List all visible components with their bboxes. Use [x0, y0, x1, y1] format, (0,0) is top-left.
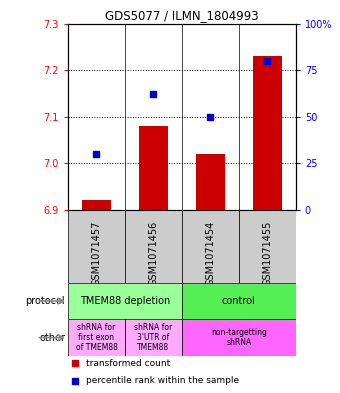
Text: GSM1071456: GSM1071456 [149, 220, 158, 286]
Text: shRNA for
3'UTR of
TMEM88: shRNA for 3'UTR of TMEM88 [134, 323, 172, 353]
Bar [253, 56, 282, 209]
Text: GSM1071454: GSM1071454 [205, 220, 215, 286]
Bar [239, 209, 296, 283]
Text: shRNA for
first exon
of TMEM88: shRNA for first exon of TMEM88 [75, 323, 117, 353]
Text: other: other [39, 332, 65, 343]
Bar [182, 283, 296, 319]
Bar [68, 319, 125, 356]
Bar [182, 319, 296, 356]
Bar [182, 209, 239, 283]
Text: percentile rank within the sample: percentile rank within the sample [86, 376, 239, 385]
Bar [139, 126, 168, 209]
Bar [68, 283, 182, 319]
Text: GSM1071455: GSM1071455 [262, 220, 272, 286]
Title: GDS5077 / ILMN_1804993: GDS5077 / ILMN_1804993 [105, 9, 259, 22]
Text: protocol: protocol [26, 296, 65, 306]
Bar [125, 209, 182, 283]
Text: TMEM88 depletion: TMEM88 depletion [80, 296, 170, 306]
Bar [125, 319, 182, 356]
Bar [68, 209, 125, 283]
Text: non-targetting
shRNA: non-targetting shRNA [211, 328, 267, 347]
Bar [196, 154, 225, 209]
Bar [82, 200, 111, 209]
Text: transformed count: transformed count [86, 359, 170, 368]
Text: control: control [222, 296, 256, 306]
Text: GSM1071457: GSM1071457 [91, 220, 101, 286]
